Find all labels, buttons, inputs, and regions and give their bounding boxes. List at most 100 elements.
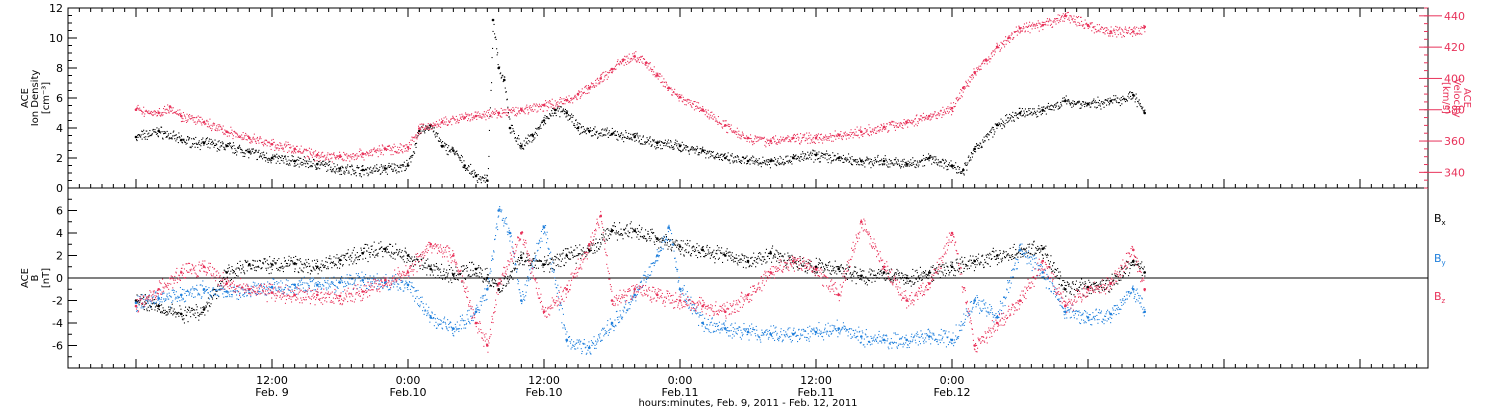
scatter-dot — [205, 138, 207, 140]
scatter-dot — [398, 149, 400, 151]
scatter-dot — [548, 264, 550, 266]
scatter-dot — [612, 68, 614, 70]
scatter-dot — [946, 110, 948, 112]
scatter-dot — [160, 112, 162, 114]
scatter-dot — [803, 136, 805, 138]
scatter-dot — [830, 162, 832, 164]
scatter-dot — [801, 158, 803, 160]
scatter-dot — [912, 121, 914, 123]
scatter-dot — [525, 137, 527, 139]
scatter-dot — [1137, 33, 1139, 35]
scatter-dot — [1016, 30, 1018, 32]
scatter-dot — [466, 116, 468, 118]
scatter-dot — [911, 123, 913, 125]
scatter-dot — [584, 85, 586, 87]
scatter-dot — [1011, 33, 1013, 35]
scatter-dot — [944, 111, 946, 113]
scatter-dot — [547, 101, 549, 103]
scatter-dot — [186, 315, 188, 317]
scatter-dot — [1109, 103, 1111, 105]
scatter-dot — [181, 142, 183, 144]
scatter-dot — [601, 135, 603, 137]
scatter-dot — [780, 163, 782, 165]
scatter-dot — [418, 130, 420, 132]
scatter-dot — [1106, 27, 1108, 29]
scatter-dot — [259, 260, 261, 262]
scatter-dot — [191, 117, 193, 119]
scatter-dot — [325, 157, 327, 159]
scatter-dot — [260, 156, 262, 158]
scatter-dot — [210, 124, 212, 126]
scatter-dot — [250, 142, 252, 144]
scatter-dot — [236, 133, 238, 135]
scatter-dot — [491, 82, 493, 84]
scatter-dot — [454, 154, 456, 156]
scatter-dot — [685, 104, 687, 106]
scatter-dot — [1053, 19, 1055, 21]
scatter-dot — [327, 169, 329, 171]
scatter-dot — [832, 134, 834, 136]
scatter-dot — [970, 159, 972, 161]
scatter-dot — [1024, 30, 1026, 32]
scatter-dot — [350, 154, 352, 156]
scatter-dot — [724, 154, 726, 156]
scatter-dot — [227, 145, 229, 147]
scatter-dot — [278, 267, 280, 269]
scatter-dot — [533, 266, 535, 268]
scatter-dot — [670, 141, 672, 143]
scatter-dot — [173, 135, 175, 137]
scatter-dot — [285, 141, 287, 143]
scatter-dot — [477, 111, 479, 113]
scatter-dot — [533, 133, 535, 135]
scatter-dot — [918, 118, 920, 120]
scatter-dot — [421, 264, 423, 266]
scatter-dot — [482, 280, 484, 282]
scatter-dot — [300, 269, 302, 271]
scatter-dot — [527, 134, 529, 136]
scatter-dot — [154, 113, 156, 115]
scatter-dot — [663, 142, 665, 144]
scatter-dot — [860, 159, 862, 161]
scatter-dot — [834, 155, 836, 157]
scatter-dot — [215, 143, 217, 145]
scatter-dot — [642, 62, 644, 64]
scatter-dot — [261, 152, 263, 154]
scatter-dot — [978, 65, 980, 67]
scatter-dot — [655, 148, 657, 150]
scatter-dot — [470, 275, 472, 277]
scatter-dot — [198, 141, 200, 143]
scatter-dot — [477, 181, 479, 183]
scatter-dot — [931, 116, 933, 118]
scatter-dot — [526, 137, 528, 139]
scatter-dot — [793, 137, 795, 139]
scatter-dot — [152, 128, 154, 130]
scatter-dot — [344, 153, 346, 155]
scatter-dot — [171, 138, 173, 140]
scatter-dot — [651, 144, 653, 146]
scatter-dot — [351, 252, 353, 254]
scatter-dot — [404, 169, 406, 171]
scatter-dot — [664, 139, 666, 141]
scatter-dot — [496, 48, 498, 50]
scatter-dot — [137, 104, 139, 106]
scatter-dot — [236, 151, 238, 153]
scatter-dot — [706, 115, 708, 117]
scatter-dot — [470, 269, 472, 271]
scatter-dot — [459, 274, 461, 276]
scatter-dot — [1062, 97, 1064, 99]
scatter-dot — [1071, 18, 1073, 20]
scatter-dot — [1081, 24, 1083, 26]
scatter-dot — [179, 312, 181, 314]
scatter-dot — [789, 139, 791, 141]
scatter-dot — [177, 311, 179, 313]
scatter-dot — [360, 156, 362, 158]
scatter-dot — [934, 111, 936, 113]
scatter-dot — [525, 142, 527, 144]
scatter-dot — [604, 134, 606, 136]
scatter-dot — [815, 154, 817, 156]
scatter-dot — [321, 163, 323, 165]
scatter-dot — [915, 167, 917, 169]
scatter-dot — [737, 136, 739, 138]
scatter-dot — [344, 255, 346, 257]
scatter-dot — [307, 156, 309, 158]
